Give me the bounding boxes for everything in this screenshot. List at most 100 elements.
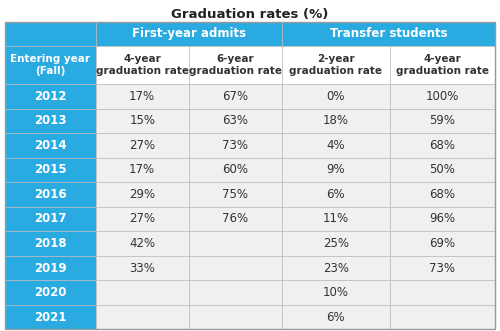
- Text: 27%: 27%: [129, 139, 156, 152]
- Bar: [96, 280, 189, 305]
- Text: 17%: 17%: [129, 164, 156, 176]
- Bar: [96, 22, 282, 46]
- Bar: [96, 46, 189, 84]
- Bar: [189, 280, 282, 305]
- Bar: [189, 46, 282, 84]
- Bar: [189, 158, 282, 182]
- Text: 42%: 42%: [129, 237, 156, 250]
- Bar: [390, 305, 495, 329]
- Bar: [189, 109, 282, 133]
- Bar: [5, 256, 96, 280]
- Bar: [96, 109, 189, 133]
- Bar: [189, 231, 282, 256]
- Bar: [390, 280, 495, 305]
- Bar: [189, 84, 282, 109]
- Text: 68%: 68%: [430, 188, 456, 201]
- Bar: [282, 109, 390, 133]
- Text: 33%: 33%: [130, 261, 155, 274]
- Bar: [5, 109, 96, 133]
- Bar: [282, 182, 390, 207]
- Bar: [390, 231, 495, 256]
- Bar: [390, 256, 495, 280]
- Bar: [189, 305, 282, 329]
- Text: 63%: 63%: [222, 114, 248, 127]
- Bar: [282, 158, 390, 182]
- Text: 27%: 27%: [129, 213, 156, 225]
- Bar: [390, 207, 495, 231]
- Bar: [390, 182, 495, 207]
- Text: 73%: 73%: [430, 261, 456, 274]
- Bar: [5, 305, 96, 329]
- Bar: [96, 182, 189, 207]
- Bar: [5, 158, 96, 182]
- Bar: [390, 158, 495, 182]
- Text: 2016: 2016: [34, 188, 66, 201]
- Text: Entering year
(Fall): Entering year (Fall): [10, 54, 90, 76]
- Bar: [5, 231, 96, 256]
- Text: 4-year
graduation rate: 4-year graduation rate: [396, 54, 489, 76]
- Bar: [282, 305, 390, 329]
- Bar: [189, 133, 282, 158]
- Text: 68%: 68%: [430, 139, 456, 152]
- Bar: [5, 46, 96, 84]
- Text: 6-year
graduation rate: 6-year graduation rate: [189, 54, 282, 76]
- Text: 67%: 67%: [222, 90, 248, 103]
- Text: 6%: 6%: [326, 188, 345, 201]
- Text: 15%: 15%: [129, 114, 155, 127]
- Bar: [282, 256, 390, 280]
- Text: 17%: 17%: [129, 90, 156, 103]
- Bar: [282, 280, 390, 305]
- Text: 96%: 96%: [430, 213, 456, 225]
- Text: Transfer students: Transfer students: [330, 27, 447, 40]
- Text: 0%: 0%: [326, 90, 345, 103]
- Bar: [282, 231, 390, 256]
- Text: 2019: 2019: [34, 261, 66, 274]
- Text: 2018: 2018: [34, 237, 66, 250]
- Bar: [282, 46, 390, 84]
- Text: 2020: 2020: [34, 286, 66, 299]
- Text: 29%: 29%: [129, 188, 156, 201]
- Text: 60%: 60%: [222, 164, 248, 176]
- Bar: [282, 133, 390, 158]
- Bar: [5, 280, 96, 305]
- Bar: [5, 22, 96, 46]
- Text: 4-year
graduation rate: 4-year graduation rate: [96, 54, 188, 76]
- Bar: [390, 46, 495, 84]
- Text: 2014: 2014: [34, 139, 66, 152]
- Text: 10%: 10%: [323, 286, 349, 299]
- Text: Graduation rates (%): Graduation rates (%): [172, 8, 328, 21]
- Text: 23%: 23%: [323, 261, 349, 274]
- Text: 11%: 11%: [322, 213, 349, 225]
- Bar: [96, 305, 189, 329]
- Bar: [189, 182, 282, 207]
- Text: 2012: 2012: [34, 90, 66, 103]
- Text: 50%: 50%: [430, 164, 456, 176]
- Text: 59%: 59%: [430, 114, 456, 127]
- Bar: [390, 84, 495, 109]
- Text: 25%: 25%: [323, 237, 349, 250]
- Text: 69%: 69%: [430, 237, 456, 250]
- Text: 2013: 2013: [34, 114, 66, 127]
- Text: 2015: 2015: [34, 164, 66, 176]
- Text: 73%: 73%: [222, 139, 248, 152]
- Bar: [96, 158, 189, 182]
- Bar: [96, 207, 189, 231]
- Bar: [189, 207, 282, 231]
- Text: First-year admits: First-year admits: [132, 27, 246, 40]
- Bar: [5, 84, 96, 109]
- Bar: [96, 133, 189, 158]
- Text: 76%: 76%: [222, 213, 248, 225]
- Bar: [390, 133, 495, 158]
- Text: 75%: 75%: [222, 188, 248, 201]
- Bar: [282, 207, 390, 231]
- Bar: [282, 22, 495, 46]
- Text: 2017: 2017: [34, 213, 66, 225]
- Text: 100%: 100%: [426, 90, 459, 103]
- Bar: [5, 182, 96, 207]
- Text: 18%: 18%: [323, 114, 349, 127]
- Bar: [189, 256, 282, 280]
- Bar: [96, 84, 189, 109]
- Text: 6%: 6%: [326, 310, 345, 324]
- Bar: [5, 207, 96, 231]
- Bar: [5, 133, 96, 158]
